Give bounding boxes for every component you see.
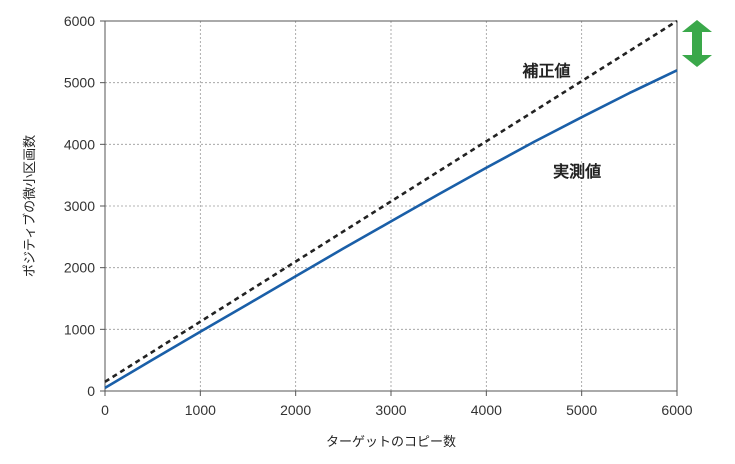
grid-lines: [105, 21, 677, 391]
series-layer: [104, 19, 678, 390]
series-line-corrected: [104, 19, 678, 383]
y-tick-label: 0: [87, 383, 95, 399]
x-tick-label: 5000: [566, 402, 597, 418]
y-tick-label: 1000: [64, 321, 95, 337]
double-arrow-shape: [682, 20, 712, 67]
x-tick-label: 2000: [280, 402, 311, 418]
plot-frame: [100, 20, 678, 396]
annotation-label-corrected: 補正値: [522, 62, 571, 81]
x-tick-label: 3000: [375, 402, 406, 418]
y-axis-title: ポジティブの微小区画数: [22, 135, 38, 277]
x-tick-label: 1000: [185, 402, 216, 418]
y-tick-label: 5000: [64, 75, 95, 91]
y-tick-label: 6000: [64, 13, 95, 29]
x-axis-title: ターゲットのコピー数: [326, 435, 456, 450]
double-arrow-icon: [682, 20, 712, 67]
y-tick-label: 3000: [64, 198, 95, 214]
series-line-measured: [104, 69, 678, 390]
tick-labels: 0 1000 2000 3000 4000 5000 6000 0 1000 2000 3000 40…: [64, 13, 693, 418]
x-tick-label: 6000: [661, 402, 692, 418]
y-tick-label: 4000: [64, 136, 95, 152]
x-tick-label: 0: [101, 402, 109, 418]
x-tick-label: 4000: [471, 402, 502, 418]
annotation-label-measured: 実測値: [553, 162, 601, 181]
y-tick-label: 2000: [64, 260, 95, 276]
